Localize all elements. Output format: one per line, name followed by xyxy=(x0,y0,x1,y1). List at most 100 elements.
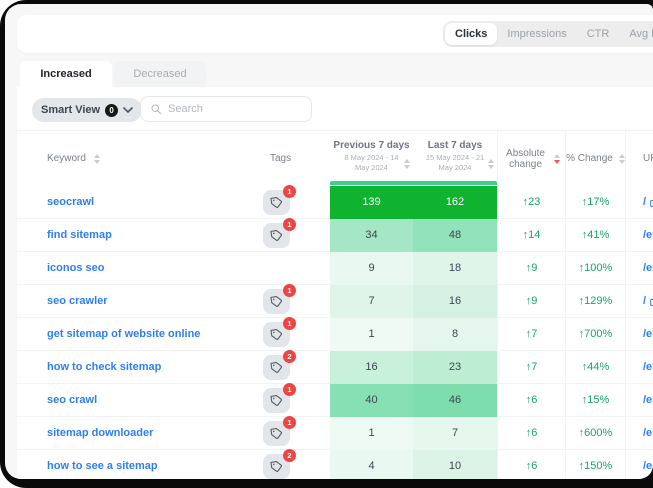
last-cell: 16 xyxy=(413,285,497,318)
keyword-link[interactable]: seo crawl xyxy=(47,394,98,406)
previous-sort-icon[interactable] xyxy=(404,159,410,169)
tab-increased[interactable]: Increased xyxy=(20,61,112,87)
percent-change-value: ↑17% xyxy=(565,186,625,219)
last-cell: 7 xyxy=(413,417,497,450)
tag-button[interactable]: 1 xyxy=(263,317,296,347)
tag-button[interactable]: 2 xyxy=(263,449,296,479)
url-link[interactable]: /en/ xyxy=(625,417,653,450)
metric-tab-impressions[interactable]: Impressions xyxy=(507,28,567,40)
search-input[interactable] xyxy=(168,103,288,115)
prev-cell: 1 xyxy=(330,417,413,450)
tag-button[interactable]: 1 xyxy=(263,416,296,446)
keyword-link[interactable]: seo crawler xyxy=(47,295,108,307)
keyword-sort-icon[interactable] xyxy=(93,153,100,164)
tag-button[interactable]: 1 xyxy=(263,218,296,248)
url-link[interactable]: /en/ xyxy=(625,219,653,252)
tag-icon xyxy=(270,394,283,407)
smart-view-dropdown[interactable]: Smart View 0 xyxy=(32,98,143,122)
url-text: /en/ xyxy=(643,328,653,340)
table-row: seocrawl 1 139 162 ↑23 ↑17% / xyxy=(17,185,653,219)
tag-button[interactable]: 1 xyxy=(263,284,296,314)
tag-button[interactable]: 2 xyxy=(263,350,296,380)
keyword-link[interactable]: how to check sitemap xyxy=(47,361,162,373)
keyword-link[interactable]: how to see a sitemap xyxy=(47,460,158,472)
url-column-header: URL xyxy=(643,153,653,164)
url-text: /en/ xyxy=(643,229,653,241)
percent-change-header: % Change xyxy=(566,153,613,164)
last-sort-icon[interactable] xyxy=(488,159,494,169)
table-row: get sitemap of website online 1 1 8 ↑7 ↑… xyxy=(17,317,653,351)
search-icon xyxy=(150,103,162,115)
last-cell: 162 xyxy=(413,186,497,219)
absolute-change-header: Absolute change xyxy=(506,147,545,170)
keyword-link[interactable]: sitemap downloader xyxy=(47,427,154,439)
last-period-range: 15 May 2024 - 21 May 2024 xyxy=(425,152,485,172)
app-screen: Clicks Impressions CTR Avg Position Incr… xyxy=(5,4,653,479)
tag-icon xyxy=(270,361,283,374)
url-link[interactable]: / xyxy=(625,186,653,219)
last-cell: 8 xyxy=(413,318,497,351)
previous-period-range: 8 May 2024 - 14 May 2024 xyxy=(344,152,399,172)
external-link-icon xyxy=(649,198,653,208)
last-cell: 46 xyxy=(413,384,497,417)
keyword-link[interactable]: get sitemap of website online xyxy=(47,328,201,340)
tag-count-badge: 1 xyxy=(283,383,296,396)
tag-button[interactable]: 1 xyxy=(263,185,296,215)
url-link[interactable]: / xyxy=(625,285,653,318)
prev-cell: 16 xyxy=(330,351,413,384)
metric-tab-clicks[interactable]: Clicks xyxy=(445,23,498,45)
keyword-link[interactable]: find sitemap xyxy=(47,229,112,241)
keyword-link[interactable]: seocrawl xyxy=(47,196,95,208)
absolute-change-value: ↑9 xyxy=(497,252,565,285)
prev-cell: 9 xyxy=(330,252,413,285)
tag-count-badge: 1 xyxy=(283,185,296,198)
percent-change-value: ↑100% xyxy=(565,252,625,285)
percent-change-sort-icon[interactable] xyxy=(618,153,625,164)
tags-column-header: Tags xyxy=(270,153,292,164)
last-period-header: Last 7 days xyxy=(427,139,483,151)
absolute-change-value: ↑23 xyxy=(497,186,565,219)
percent-change-value: ↑600% xyxy=(565,417,625,450)
percent-change-value: ↑150% xyxy=(565,450,625,479)
last-cell: 10 xyxy=(413,450,497,479)
tag-button[interactable]: 1 xyxy=(263,383,296,413)
url-link[interactable]: /en/ xyxy=(625,351,653,384)
tab-decreased[interactable]: Decreased xyxy=(114,61,206,87)
tag-icon xyxy=(270,196,283,209)
previous-period-header: Previous 7 days xyxy=(333,139,410,151)
tag-count-badge: 1 xyxy=(283,284,296,297)
metric-tab-avg-position[interactable]: Avg Position xyxy=(629,28,653,40)
prev-cell: 139 xyxy=(330,186,413,219)
percent-change-value: ↑129% xyxy=(565,285,625,318)
url-text: / xyxy=(643,196,647,208)
table-row: seo crawler 1 7 16 ↑9 ↑129% / xyxy=(17,284,653,318)
percent-change-value: ↑15% xyxy=(565,384,625,417)
absolute-change-value: ↑7 xyxy=(497,351,565,384)
tag-icon xyxy=(270,427,283,440)
prev-cell: 4 xyxy=(330,450,413,479)
chevron-down-icon xyxy=(123,107,133,113)
url-link[interactable]: /en/ xyxy=(625,384,653,417)
url-link[interactable]: /en/ xyxy=(625,450,653,479)
keyword-link[interactable]: iconos seo xyxy=(47,262,105,274)
absolute-change-value: ↑7 xyxy=(497,318,565,351)
url-link[interactable]: /en/ xyxy=(625,318,653,351)
last-cell: 18 xyxy=(413,252,497,285)
url-text: /en/ xyxy=(643,361,653,373)
absolute-change-sort-icon[interactable] xyxy=(553,153,560,164)
metric-tab-ctr[interactable]: CTR xyxy=(586,28,610,40)
url-link[interactable]: /em xyxy=(625,252,653,285)
tag-count-badge: 1 xyxy=(283,218,296,231)
table-row: sitemap downloader 1 1 7 ↑6 ↑600% /en/ xyxy=(17,416,653,450)
absolute-change-value: ↑6 xyxy=(497,384,565,417)
tag-icon xyxy=(270,460,283,473)
keyword-table-body: seocrawl 1 139 162 ↑23 ↑17% / find sitem… xyxy=(17,185,653,479)
table-row: how to check sitemap 2 16 23 ↑7 ↑44% /en… xyxy=(17,350,653,384)
metric-switcher: Clicks Impressions CTR Avg Position xyxy=(443,21,653,47)
last-cell: 23 xyxy=(413,351,497,384)
tag-icon xyxy=(270,229,283,242)
top-toolbar: Clicks Impressions CTR Avg Position xyxy=(17,15,653,53)
smart-view-count-badge: 0 xyxy=(105,103,119,117)
url-text: /en/ xyxy=(643,427,653,439)
tag-count-badge: 2 xyxy=(283,350,296,363)
